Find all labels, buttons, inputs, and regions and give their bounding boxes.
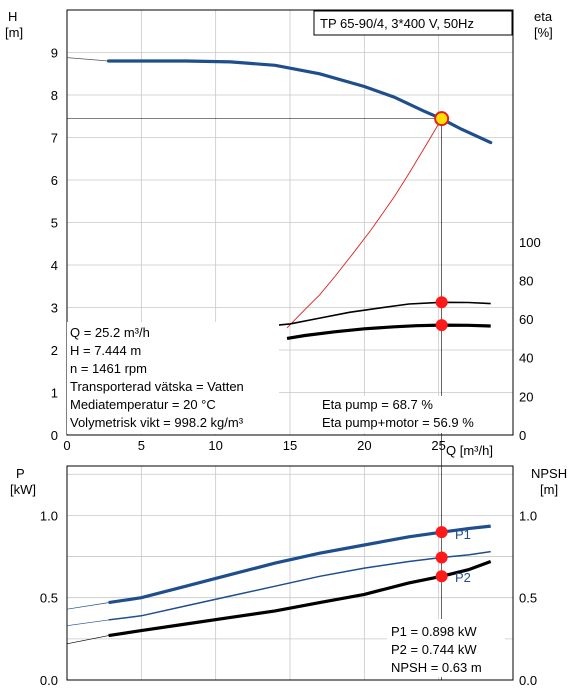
info-box — [67, 322, 279, 434]
npsh-tick-0.0: 0.0 — [519, 673, 537, 688]
bottom-plot-frame — [66, 465, 514, 681]
p-tick-1.0: 1.0 — [40, 508, 58, 523]
p1-curve — [108, 524, 491, 605]
x-tick-25: 25 — [431, 438, 445, 453]
x-tick-10: 10 — [208, 438, 222, 453]
eta-axis-unit: [%] — [534, 25, 553, 40]
eta-pump-text: Eta pump = 68.7 % — [322, 397, 433, 412]
info-lines: Q = 25.2 m³/h H = 7.444 m n = 1461 rpm T… — [70, 325, 244, 430]
h-tick-4: 4 — [51, 258, 58, 273]
npsh-tick-1.0: 1.0 — [519, 508, 537, 523]
x-tick-20: 20 — [357, 438, 371, 453]
top-series — [107, 59, 493, 340]
bottom-series — [66, 524, 492, 645]
eta-total-curve — [286, 323, 491, 340]
p2-series-label: P2 — [455, 570, 471, 585]
chart-title: TP 65-90/4, 3*400 V, 50Hz — [320, 16, 474, 31]
eta-tick-60: 60 — [519, 312, 533, 327]
eta-tick-20: 20 — [519, 389, 533, 404]
title-box — [313, 10, 513, 36]
eta-total-marker — [435, 319, 448, 332]
p2-curve — [108, 550, 491, 621]
p1-series-label: P1 — [455, 527, 471, 542]
npsh-tick-0.5: 0.5 — [519, 591, 537, 606]
eta-pump-curve — [266, 301, 491, 327]
npsh-info: NPSH = 0.63 m — [391, 660, 482, 675]
npsh-axis-label: NPSH — [531, 466, 567, 481]
info-line-h: H = 7.444 m — [70, 343, 141, 358]
eta-tick-80: 80 — [519, 273, 533, 288]
eta-total-text: Eta pump+motor = 56.9 % — [322, 415, 474, 430]
p-axis-label: P — [16, 466, 25, 481]
info-line-n: n = 1461 rpm — [70, 361, 147, 376]
info-line-fluid: Transporterad vätska = Vatten — [70, 379, 244, 394]
h-tick-9: 9 — [51, 46, 58, 61]
top-plot-frame — [66, 9, 514, 436]
eta-axis-label: eta — [534, 9, 553, 24]
operating-point-marker — [434, 111, 450, 127]
h-axis-label: H — [8, 9, 17, 24]
p2-extension — [66, 619, 109, 627]
eta-box — [318, 396, 498, 433]
x-tick-5: 5 — [138, 438, 145, 453]
x-axis-label: Q [m³/h] — [446, 443, 493, 458]
x-tick-15: 15 — [283, 438, 297, 453]
h-tick-5: 5 — [51, 216, 58, 231]
h-tick-3: 3 — [51, 301, 58, 316]
h-curve-extension — [66, 57, 109, 62]
h-tick-1: 1 — [51, 386, 58, 401]
h-tick-2: 2 — [51, 343, 58, 358]
h-tick-8: 8 — [51, 88, 58, 103]
power-marker-1 — [435, 551, 448, 564]
npsh-extension — [66, 635, 109, 645]
h-tick-7: 7 — [51, 131, 58, 146]
eta-tick-40: 40 — [519, 351, 533, 366]
p-tick-0.5: 0.5 — [40, 591, 58, 606]
system-curve — [286, 118, 442, 329]
eta-pump-marker — [435, 296, 448, 309]
p-tick-0.0: 0.0 — [40, 673, 58, 688]
eta-tick-100: 100 — [519, 235, 541, 250]
info-line-q: Q = 25.2 m³/h — [70, 325, 150, 340]
h-tick-0: 0 — [51, 428, 58, 443]
bottom-tick-labels: 0.0 0.5 1.0 0.0 0.5 1.0 — [40, 508, 537, 688]
power-marker-0 — [435, 526, 448, 539]
h-curve — [107, 59, 493, 145]
info-line-temp: Mediatemperatur = 20 °C — [70, 397, 216, 412]
p1-info: P1 = 0.898 kW — [391, 624, 477, 639]
power-info-box — [387, 619, 505, 677]
operating-markers — [434, 111, 450, 583]
top-tick-labels: 0 5 10 15 20 25 0 1 2 3 4 5 6 7 8 9 0 20 40 60 80 100 — [51, 46, 541, 454]
h-axis-unit: [m] — [5, 25, 23, 40]
power-marker-2 — [435, 570, 448, 583]
x-tick-0: 0 — [63, 438, 70, 453]
eta-tick-0: 0 — [519, 428, 526, 443]
p-axis-unit: [kW] — [10, 482, 36, 497]
p1-extension — [66, 602, 109, 610]
p2-info: P2 = 0.744 kW — [391, 642, 477, 657]
h-tick-6: 6 — [51, 173, 58, 188]
npsh-axis-unit: [m] — [540, 482, 558, 497]
info-line-density: Volymetrisk vikt = 998.2 kg/m³ — [70, 415, 244, 430]
npsh-curve — [108, 559, 492, 638]
